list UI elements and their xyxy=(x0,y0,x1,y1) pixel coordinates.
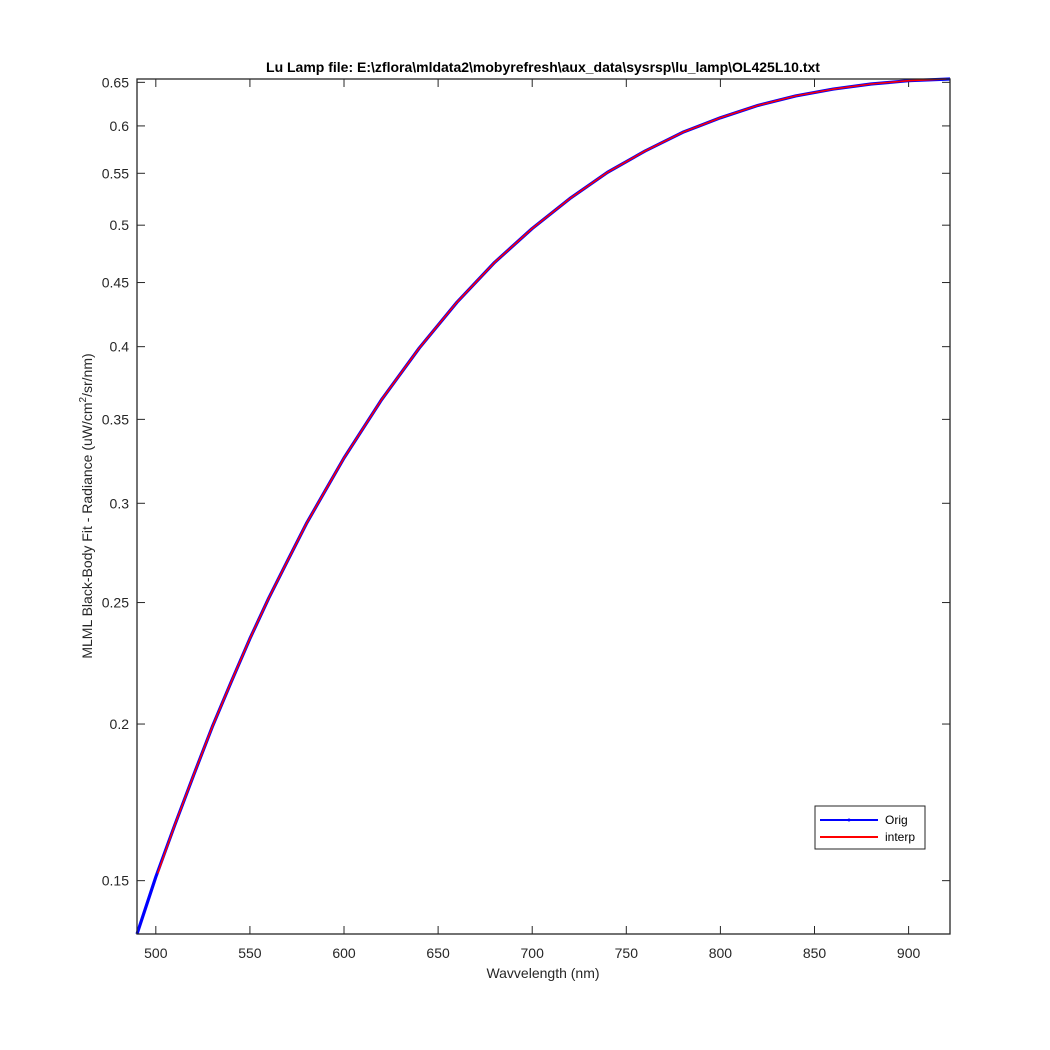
chart-title: Lu Lamp file: E:\zflora\mldata2\mobyrefr… xyxy=(266,59,820,75)
y-tick-label: 0.2 xyxy=(110,716,130,732)
y-tick-label: 0.35 xyxy=(102,411,129,427)
x-axis-label: Wavvelength (nm) xyxy=(486,965,599,981)
y-tick-label: 0.4 xyxy=(110,339,130,355)
legend: Orig interp xyxy=(814,805,926,850)
y-tick-label: 0.65 xyxy=(102,74,129,90)
series-layer xyxy=(135,77,951,935)
y-tick-label: 0.5 xyxy=(110,217,130,233)
x-tick-label: 550 xyxy=(238,945,262,961)
y-axis-label-tail: /sr/nm) xyxy=(79,353,95,397)
x-tick-label: 900 xyxy=(897,945,921,961)
x-tick-label: 700 xyxy=(521,945,545,961)
series-line-interp xyxy=(156,78,947,874)
x-tick-label: 500 xyxy=(144,945,168,961)
legend-label-interp: interp xyxy=(885,830,915,844)
y-axis-label-main: MLML Black-Body Fit - Radiance (uW/cm xyxy=(79,402,95,658)
x-tick-label: 750 xyxy=(615,945,639,961)
y-tick-label: 0.6 xyxy=(110,118,130,134)
x-tick-label: 600 xyxy=(332,945,356,961)
x-tick-label: 650 xyxy=(426,945,450,961)
x-tick-label: 850 xyxy=(803,945,827,961)
legend-marker-orig xyxy=(847,818,851,822)
y-tick-label: 0.55 xyxy=(102,165,129,181)
y-tick-label: 0.45 xyxy=(102,275,129,291)
y-axis-label: MLML Black-Body Fit - Radiance (uW/cm2/s… xyxy=(78,353,95,658)
y-tick-label: 0.3 xyxy=(110,495,130,511)
y-axis-ticks: 0.15 0.2 0.25 0.3 0.35 0.4 0.45 0.5 0.55 0.6 0.65 xyxy=(102,74,950,889)
axes-box xyxy=(136,78,951,935)
y-tick-label: 0.25 xyxy=(102,595,129,611)
y-tick-label: 0.15 xyxy=(102,873,129,889)
x-axis-ticks: 500 550 600 650 700 750 800 850 900 xyxy=(144,79,920,961)
legend-label-orig: Orig xyxy=(885,813,908,827)
x-tick-label: 800 xyxy=(709,945,733,961)
y-axis-label-superscript: 2 xyxy=(78,396,89,402)
legend-box xyxy=(814,805,926,850)
